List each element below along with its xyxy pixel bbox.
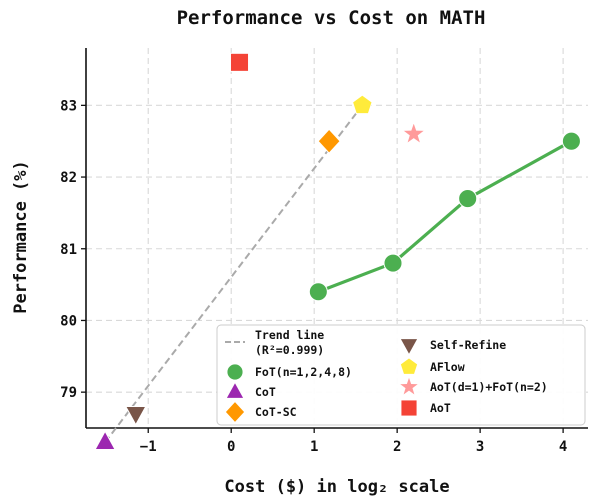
fot-n-1-2-4-8-point xyxy=(561,131,581,151)
chart-title: Performance vs Cost on MATH xyxy=(177,7,486,29)
aot-point xyxy=(229,52,250,72)
legend-fot-n-1-2-4-8-label: FoT(n=1,2,4,8) xyxy=(255,365,352,379)
axes xyxy=(85,48,588,429)
y-tick-label: 81 xyxy=(60,242,77,258)
cot-sc-point xyxy=(317,128,341,154)
legend-box xyxy=(216,324,586,426)
legend-self-refine-label: Self-Refine xyxy=(430,338,506,352)
legend-cot-swatch xyxy=(225,381,245,399)
x-tick-label: 3 xyxy=(476,439,484,455)
legend-fot-n-1-2-4-8-swatch xyxy=(226,363,244,381)
aot-d-1-fot-n-2-point xyxy=(401,120,427,145)
x-tick-label: 4 xyxy=(559,439,567,455)
data-layer xyxy=(94,52,581,450)
fot-n-1-2-4-8-point xyxy=(458,189,478,209)
x-tick-label: 0 xyxy=(227,439,235,455)
legend-aot-d-1-fot-n-2-swatch xyxy=(397,374,421,397)
x-tick-label: −1 xyxy=(140,439,157,455)
x-tick-label: 2 xyxy=(393,439,401,455)
y-tick-label: 79 xyxy=(60,385,77,401)
legend-self-refine-swatch xyxy=(399,338,419,356)
x-tick-label: 1 xyxy=(310,439,318,455)
y-tick-label: 80 xyxy=(60,313,77,329)
legend-aflow-label: AFlow xyxy=(430,360,465,374)
legend-cot-sc-swatch xyxy=(224,400,246,424)
legend: Trend line(R²=0.999) FoT(n=1,2,4,8) CoT CoT… xyxy=(216,324,586,426)
legend-aflow-swatch xyxy=(399,357,419,375)
fot-n-1-2-4-8-point xyxy=(308,282,328,302)
cot-point xyxy=(94,430,116,450)
legend-cot-label: CoT xyxy=(255,385,276,399)
y-tick-label: 82 xyxy=(60,170,77,186)
y-tick-label: 83 xyxy=(60,98,77,114)
y-axis-label: Performance (%) xyxy=(11,160,31,314)
tick-labels: −1 0 1 2 3 4 79 80 81 82 83 xyxy=(60,98,567,455)
legend-trend-line-r2-label: (R²=0.999) xyxy=(255,343,324,357)
self-refine-point xyxy=(124,406,147,426)
fot-n-1-2-4-8-point xyxy=(383,253,403,273)
trend-line xyxy=(104,104,364,443)
fot-series-line xyxy=(317,139,573,294)
legend-trend-line-label: Trend line xyxy=(255,328,324,342)
legend-aot-label: AoT xyxy=(430,401,451,415)
legend-aot-d-1-fot-n-2-label: AoT(d=1)+FoT(n=2) xyxy=(430,380,548,394)
legend-aot-swatch xyxy=(400,399,418,417)
legend-cot-sc-label: CoT-SC xyxy=(255,405,297,419)
aflow-point xyxy=(351,94,373,115)
x-axis-label: Cost ($) in log₂ scale xyxy=(224,477,449,497)
